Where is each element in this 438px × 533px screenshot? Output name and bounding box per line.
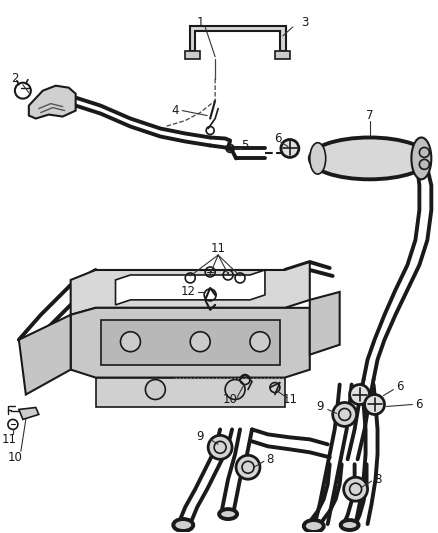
Ellipse shape — [310, 143, 326, 174]
Text: 6: 6 — [416, 398, 423, 411]
Text: 10: 10 — [223, 393, 237, 406]
Text: 11: 11 — [211, 241, 226, 255]
Polygon shape — [116, 270, 265, 305]
Polygon shape — [310, 292, 340, 354]
Text: 6: 6 — [396, 380, 403, 393]
Text: 10: 10 — [7, 451, 22, 464]
Ellipse shape — [173, 519, 193, 531]
Text: 7: 7 — [366, 109, 373, 122]
Polygon shape — [29, 86, 76, 118]
Circle shape — [145, 379, 165, 400]
Text: 8: 8 — [266, 453, 274, 466]
Ellipse shape — [304, 520, 324, 532]
Circle shape — [225, 379, 245, 400]
Polygon shape — [275, 51, 290, 59]
Ellipse shape — [310, 138, 429, 179]
Circle shape — [419, 148, 429, 157]
Circle shape — [350, 384, 370, 405]
Polygon shape — [71, 262, 310, 315]
Text: 9: 9 — [316, 400, 324, 413]
Text: 3: 3 — [301, 17, 308, 29]
Polygon shape — [71, 308, 310, 377]
Circle shape — [236, 455, 260, 479]
Text: 1: 1 — [197, 17, 204, 29]
Polygon shape — [19, 407, 39, 419]
Polygon shape — [190, 26, 286, 51]
Ellipse shape — [219, 509, 237, 519]
Circle shape — [250, 332, 270, 352]
Ellipse shape — [341, 520, 359, 530]
Ellipse shape — [411, 138, 431, 179]
Polygon shape — [19, 315, 71, 394]
Text: 6: 6 — [274, 132, 282, 145]
Circle shape — [364, 394, 385, 415]
Polygon shape — [101, 320, 280, 365]
Circle shape — [344, 477, 367, 501]
Text: 2: 2 — [11, 72, 19, 85]
Text: 5: 5 — [241, 139, 249, 152]
Text: 11: 11 — [283, 393, 297, 406]
Polygon shape — [185, 51, 200, 59]
Text: 11: 11 — [1, 433, 16, 446]
Circle shape — [333, 402, 357, 426]
Circle shape — [419, 159, 429, 169]
Circle shape — [281, 140, 299, 157]
Circle shape — [120, 332, 141, 352]
Polygon shape — [95, 377, 285, 407]
Text: 9: 9 — [197, 430, 204, 443]
Text: 12: 12 — [181, 285, 196, 298]
Circle shape — [208, 435, 232, 459]
Text: 8: 8 — [374, 473, 381, 486]
Circle shape — [190, 332, 210, 352]
Text: 4: 4 — [172, 104, 179, 117]
